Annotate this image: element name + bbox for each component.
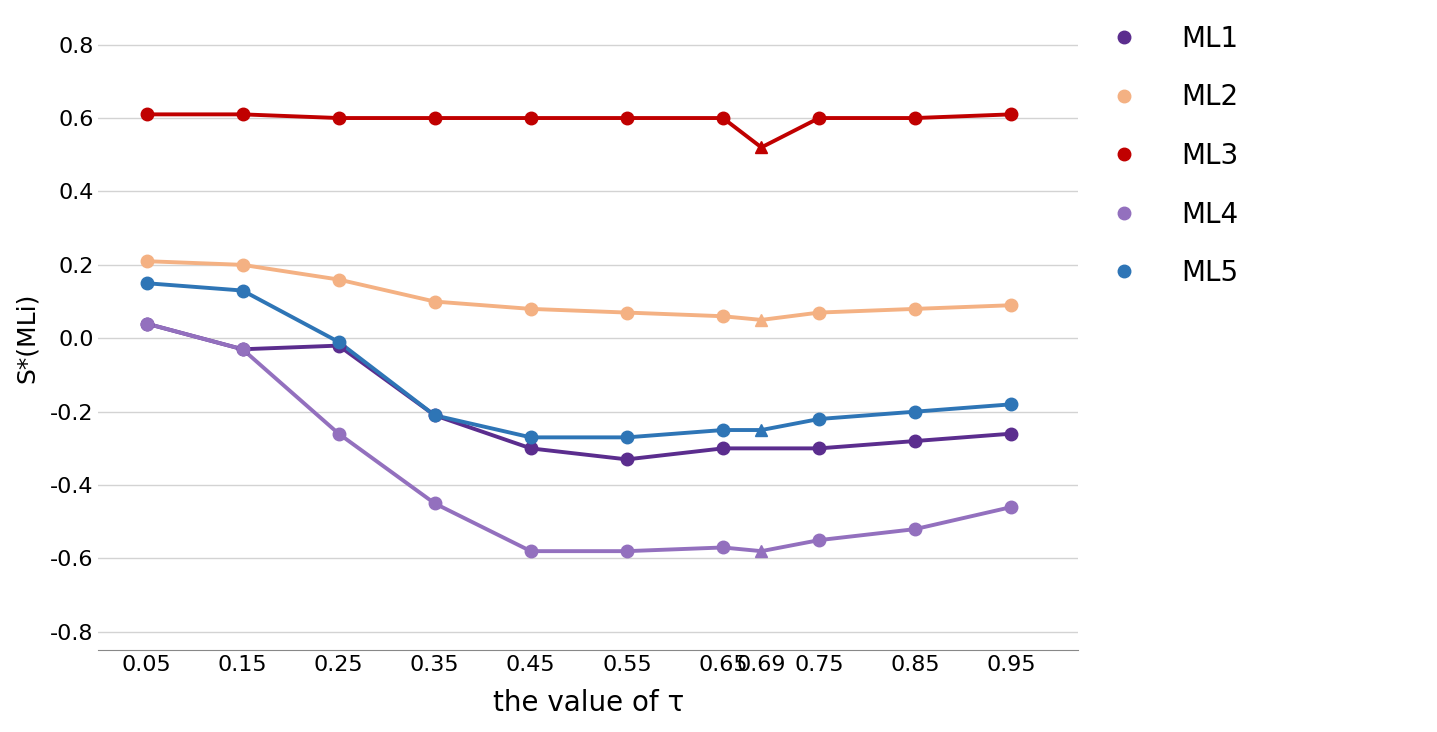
ML1 — [1003, 429, 1020, 438]
Line: ML1: ML1 — [141, 318, 1017, 466]
ML3 — [234, 110, 251, 119]
ML4 — [1003, 503, 1020, 512]
ML3 — [138, 110, 155, 119]
ML1 — [331, 341, 348, 350]
ML5 — [714, 425, 731, 434]
ML5 — [1003, 400, 1020, 408]
ML1 — [234, 345, 251, 354]
ML3 — [331, 113, 348, 122]
Line: ML4: ML4 — [141, 318, 1017, 557]
ML4 — [138, 319, 155, 328]
ML4 — [427, 499, 444, 508]
Legend: ML1, ML2, ML3, ML4, ML5: ML1, ML2, ML3, ML4, ML5 — [1078, 14, 1250, 298]
ML1 — [810, 444, 828, 453]
ML5 — [810, 414, 828, 423]
ML3 — [427, 113, 444, 122]
Line: ML2: ML2 — [141, 255, 1017, 323]
ML1 — [138, 319, 155, 328]
ML2 — [618, 308, 635, 317]
ML2 — [714, 312, 731, 321]
ML2 — [522, 305, 539, 313]
ML3 — [714, 113, 731, 122]
ML2 — [907, 305, 924, 313]
ML4 — [907, 525, 924, 534]
ML1 — [427, 411, 444, 419]
ML2 — [138, 257, 155, 266]
ML4 — [522, 547, 539, 556]
Line: ML3: ML3 — [141, 108, 1017, 124]
ML5 — [522, 433, 539, 441]
ML2 — [234, 261, 251, 269]
ML2 — [1003, 301, 1020, 310]
ML3 — [907, 113, 924, 122]
ML4 — [714, 543, 731, 552]
ML4 — [810, 536, 828, 545]
ML4 — [331, 429, 348, 438]
ML5 — [138, 279, 155, 288]
ML1 — [907, 437, 924, 446]
ML1 — [618, 455, 635, 464]
ML4 — [618, 547, 635, 556]
ML3 — [618, 113, 635, 122]
ML5 — [907, 407, 924, 416]
ML2 — [427, 297, 444, 306]
ML5 — [427, 411, 444, 419]
ML2 — [810, 308, 828, 317]
ML3 — [1003, 110, 1020, 119]
Line: ML5: ML5 — [141, 277, 1017, 444]
ML3 — [522, 113, 539, 122]
X-axis label: the value of τ: the value of τ — [493, 689, 684, 717]
ML5 — [331, 337, 348, 346]
ML2 — [331, 275, 348, 284]
ML1 — [522, 444, 539, 453]
Y-axis label: S*(MLi): S*(MLi) — [14, 293, 39, 384]
ML1 — [714, 444, 731, 453]
ML3 — [810, 113, 828, 122]
ML5 — [618, 433, 635, 441]
ML5 — [234, 286, 251, 295]
ML4 — [234, 345, 251, 354]
